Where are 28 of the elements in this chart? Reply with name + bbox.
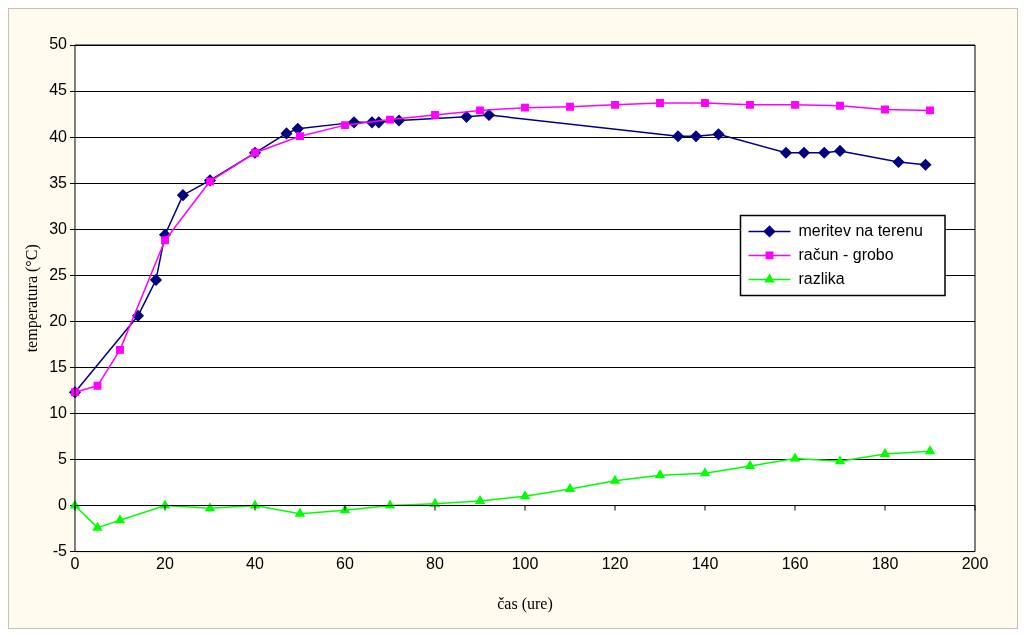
x-tick-label: 180 [871, 554, 899, 572]
y-tick-label: 30 [49, 219, 68, 237]
y-tick-label: -5 [52, 542, 68, 560]
y-tick-label: 15 [49, 357, 68, 375]
x-tick-label: 200 [961, 554, 989, 572]
x-tick-label: 60 [336, 554, 354, 572]
x-tick-label: 120 [601, 554, 629, 572]
legend-label: meritev na terenu [798, 221, 924, 239]
x-tick-label: 80 [426, 554, 444, 572]
y-tick-label: 35 [49, 173, 68, 191]
y-tick-label: 0 [58, 495, 68, 513]
y-axis-title: temperatura (°C) [22, 244, 41, 353]
legend-label: razlika [798, 269, 845, 287]
y-tick-label: 40 [49, 127, 68, 145]
y-tick-label: 25 [49, 265, 68, 283]
y-tick-label: 45 [49, 81, 68, 99]
legend-label: račun - grobo [798, 245, 894, 263]
x-tick-label: 0 [70, 554, 80, 572]
x-tick-label: 160 [781, 554, 809, 572]
x-axis-title: čas (ure) [497, 594, 553, 613]
x-tick-label: 40 [246, 554, 264, 572]
y-tick-label: 50 [49, 35, 68, 53]
x-tick-label: 20 [156, 554, 174, 572]
x-tick-label: 140 [691, 554, 719, 572]
y-tick-label: 20 [49, 311, 68, 329]
x-tick-label: 100 [511, 554, 539, 572]
y-tick-label: 10 [49, 403, 68, 421]
y-tick-label: 5 [58, 449, 68, 467]
